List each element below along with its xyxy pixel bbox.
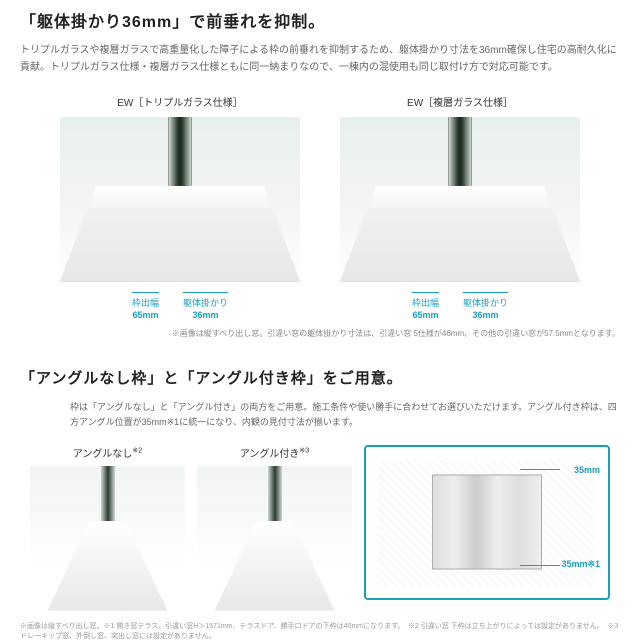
dim-val: 65mm — [132, 310, 159, 320]
frame-1: アングルなし※2 — [30, 445, 185, 611]
dim-label: 躯体掛かり — [463, 292, 508, 309]
dim-val: 36mm — [183, 310, 228, 320]
product-2-image — [340, 117, 580, 282]
frame-1-label: アングルなし※2 — [30, 445, 185, 460]
product-2-label: EW［複層ガラス仕様］ — [340, 94, 580, 109]
product-1: EW［トリプルガラス仕様］ 枠出幅65mm 躯体掛かり36mm — [60, 94, 300, 320]
tech-dim-1: 35mm — [574, 465, 600, 475]
dim-val: 65mm — [412, 310, 439, 320]
section1-note: ※画像は縦すべり出し窓。引違い窓の躯体掛かり寸法は、引違い窓 5仕様が46mm、… — [0, 320, 640, 339]
products-row: EW［トリプルガラス仕様］ 枠出幅65mm 躯体掛かり36mm EW［複層ガラス… — [20, 94, 620, 320]
section1-title: 「躯体掛かり36mm」で前垂れを抑制。 — [20, 8, 620, 32]
section2-note: ※画像は縦すべり出し窓。※1 開き窓テラス、引違い窓H＞1571mm、テラスドア… — [0, 611, 640, 641]
product-2: EW［複層ガラス仕様］ 枠出幅65mm 躯体掛かり36mm — [340, 94, 580, 320]
dim-label: 枠出幅 — [412, 292, 439, 309]
frame-2-image — [197, 466, 352, 611]
frame-1-image — [30, 466, 185, 611]
technical-diagram: 35mm 35mm※1 — [364, 445, 610, 600]
dim-val: 36mm — [463, 310, 508, 320]
section2-description: 枠は「アングルなし」と「アングル付き」の両方をご用意。施工条件や使い勝手に合わせ… — [20, 400, 620, 431]
frames-row: アングルなし※2 アングル付き※3 35mm 35mm※1 — [20, 445, 620, 611]
frame-2-label: アングル付き※3 — [197, 445, 352, 460]
section2-title: 「アングルなし枠」と「アングル付き枠」をご用意。 — [20, 367, 620, 388]
dim-label: 枠出幅 — [132, 292, 159, 309]
product-1-label: EW［トリプルガラス仕様］ — [60, 94, 300, 109]
product-1-image — [60, 117, 300, 282]
tech-dim-2: 35mm※1 — [561, 559, 600, 570]
section1-description: トリプルガラスや複層ガラスで高重量化した障子による枠の前垂れを抑制するため、躯体… — [20, 42, 620, 76]
dim-label: 躯体掛かり — [183, 292, 228, 309]
frame-2: アングル付き※3 — [197, 445, 352, 611]
